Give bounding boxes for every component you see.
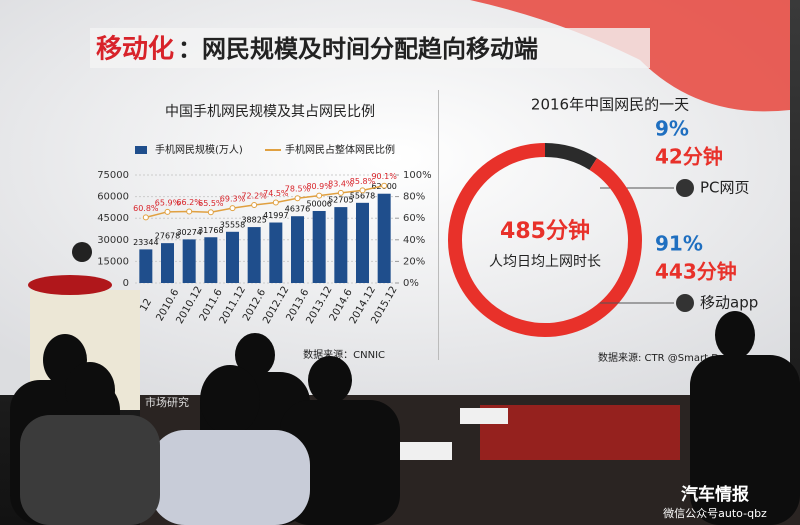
slide-title-highlight: 移动化 [96,35,174,65]
line-label: 69.3% [220,195,246,204]
bar-label: 41997 [263,211,288,220]
line-point [359,187,366,194]
line-point [272,199,279,206]
donut-segment [544,143,597,171]
bar-label: 50006 [306,199,331,208]
y-tick-label: 15000 [97,256,129,267]
segment-minutes: 443分钟 [655,260,737,284]
y-tick-label: 75000 [97,170,129,181]
bar [247,227,261,283]
legend-label: 手机网民规模(万人) [155,143,243,156]
bar [139,249,153,283]
decoration [470,0,790,112]
y-tick-label: 0 [123,278,129,289]
audience [10,311,800,525]
line-point [229,205,236,212]
chart-title: 中国手机网民规模及其占网民比例 [165,104,375,120]
bar-label: 27678 [155,232,180,241]
source: 数据来源: CTR @Smart D [598,351,719,364]
y2-tick-label: 40% [403,235,425,246]
bar [269,222,283,283]
bar-label: 30274 [176,228,201,237]
line-label: 65.9% [155,198,181,207]
line-point [316,192,323,199]
legend-swatch [135,146,147,154]
bar [356,202,369,283]
speaker [72,242,92,262]
title-band [90,28,650,68]
bar [312,210,326,283]
y2-tick-label: 80% [403,192,425,203]
bar-label: 38825 [241,216,266,225]
y2-tick-label: 0% [403,278,419,289]
line-label: 78.5% [285,185,311,194]
y-tick-label: 60000 [97,192,129,203]
line-label: 83.4% [328,179,354,188]
line-point [337,189,344,196]
line-label: 65.5% [198,199,224,208]
slide-title: ：网民规模及时间分配趋向移动端 [178,35,538,63]
stage [480,405,680,460]
line-label: 90.1% [371,172,397,181]
segment-percent: 91% [655,232,703,256]
bar-label: 31768 [198,226,223,235]
bar [161,243,174,283]
center-value: 485分钟 [500,218,590,244]
center-label: 人均日均上网时长 [489,254,601,270]
flowers [28,275,112,295]
watermark-subtitle: 微信公众号auto-qbz [663,506,767,520]
line-point [186,208,193,215]
line [145,184,385,219]
bar [334,207,348,283]
legend-label: 手机网民占整体网民比例 [285,143,395,156]
segment-name: 移动app [700,294,758,312]
y-tick-label: 45000 [97,213,129,224]
segment-icon [676,294,694,312]
bar [291,216,304,283]
line-label: 72.2% [241,192,267,201]
line-label: 80.9% [306,182,332,191]
name-card [400,442,452,460]
bar-label: 55678 [350,191,375,200]
segment-name: PC网页 [700,179,750,197]
bar [182,239,196,283]
bar [204,237,218,283]
bar-label: 52705 [328,196,353,205]
line-point [251,202,258,209]
y2-tick-label: 20% [403,256,425,267]
name-card [460,408,508,424]
bar-label: 23344 [133,238,158,247]
bar [226,231,239,283]
bar-label: 35558 [220,220,245,229]
line-point [294,195,301,202]
donut-segment [448,143,642,337]
line-label: 66.2% [176,198,202,207]
line-point [142,214,149,221]
y-tick-label: 30000 [97,235,129,246]
line-label: 74.5% [263,189,289,198]
line-point [164,208,171,215]
segment-minutes: 42分钟 [655,145,723,169]
segment-icon [676,179,694,197]
line-point [381,182,388,189]
y2-tick-label: 100% [403,170,432,181]
y2-tick-label: 60% [403,213,425,224]
segment-percent: 9% [655,117,689,141]
chart-title: 2016年中国网民的一天 [531,96,689,114]
divider [438,90,439,360]
source: 数据来源：CNNIC [303,348,385,361]
bar-label: 46376 [285,205,310,214]
slide-footer: 市场研究 [145,395,189,409]
line-label: 85.8% [350,177,376,186]
bar [377,193,391,283]
watermark-title: 汽车情报 [681,484,749,505]
line-point [207,209,214,216]
line-label: 60.8% [133,204,159,213]
